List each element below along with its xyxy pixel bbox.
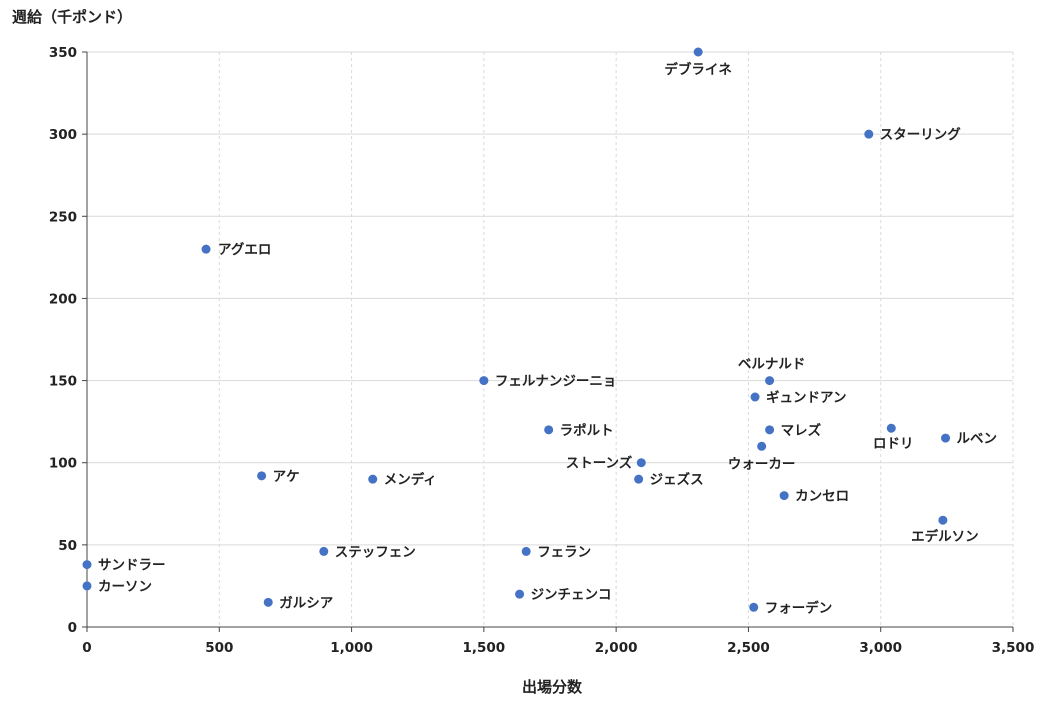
scatter-point xyxy=(757,441,767,451)
scatter-point xyxy=(319,546,329,556)
scatter-point xyxy=(479,376,489,386)
scatter-point xyxy=(634,474,644,484)
x-tick-label: 1,500 xyxy=(463,640,506,656)
y-tick-label: 250 xyxy=(49,209,77,225)
scatter-point xyxy=(521,546,531,556)
scatter-point xyxy=(941,433,951,443)
point-label: アケ xyxy=(273,469,300,485)
scatter-point xyxy=(263,597,273,607)
axes: 0 500 1,000 1,500 2,000 2,500 3,000 3,500 0 50 100… xyxy=(49,45,1035,656)
scatter-point xyxy=(749,602,759,612)
scatter-point xyxy=(201,244,211,254)
y-tick-label: 150 xyxy=(49,374,77,390)
point-label: ガルシア xyxy=(279,595,333,611)
y-axis-title: 週給（千ポンド） xyxy=(12,8,132,26)
point-label: ロドリ xyxy=(873,436,914,452)
scatter-point xyxy=(257,471,267,481)
point-label: ウォーカー xyxy=(728,456,796,472)
scatter-point xyxy=(544,425,554,435)
scatter-point xyxy=(765,425,775,435)
scatter-point xyxy=(938,515,948,525)
x-tick-label: 0 xyxy=(82,640,91,656)
scatter-point xyxy=(886,423,896,433)
point-label: メンディ xyxy=(384,471,437,488)
scatter-point xyxy=(82,581,92,591)
point-label: スターリング xyxy=(880,126,961,143)
scatter-point xyxy=(779,491,789,501)
scatter-point xyxy=(368,474,378,484)
scatter-point xyxy=(693,47,703,57)
scatter-point xyxy=(515,589,525,599)
gridlines xyxy=(87,51,1014,627)
point-label: フォーデン xyxy=(765,599,833,616)
scatter-point xyxy=(765,376,775,386)
y-tick-label: 0 xyxy=(68,620,77,636)
y-tick-label: 350 xyxy=(49,45,77,61)
x-tick-label: 3,000 xyxy=(859,640,902,656)
x-tick-label: 2,000 xyxy=(595,640,638,656)
point-label: アグエロ xyxy=(218,241,271,258)
point-label: ストーンズ xyxy=(566,455,633,472)
point-label: ルベン xyxy=(957,431,998,447)
point-label: フェラン xyxy=(537,544,591,560)
point-label: フェルナンジーニョ xyxy=(495,374,617,390)
scatter-point xyxy=(82,560,92,570)
point-label: カーソン xyxy=(98,579,152,595)
y-tick-label: 200 xyxy=(49,291,77,307)
y-tick-label: 100 xyxy=(49,456,77,472)
x-tick-label: 500 xyxy=(205,640,233,656)
point-label: ギュンドアン xyxy=(766,390,846,406)
scatter-point xyxy=(864,129,874,139)
point-label: ステッフェン xyxy=(335,544,416,560)
point-label: ジンチェンコ xyxy=(531,587,612,603)
point-label: カンセロ xyxy=(795,489,849,505)
x-tick-label: 3,500 xyxy=(992,640,1035,656)
x-tick-label: 2,500 xyxy=(727,640,770,656)
y-tick-label: 300 xyxy=(49,127,77,143)
scatter-point xyxy=(750,392,760,402)
x-axis-title: 出場分数 xyxy=(522,678,583,696)
point-label: マレズ xyxy=(781,422,822,439)
y-tick-label: 50 xyxy=(58,538,77,554)
point-label: ラポルト xyxy=(560,422,614,439)
scatter-point xyxy=(636,458,646,468)
point-label: ベルナルド xyxy=(738,357,806,373)
point-label: サンドラー xyxy=(98,558,166,574)
point-label: ジェズス xyxy=(650,471,704,488)
x-tick-label: 1,000 xyxy=(330,640,373,656)
point-label: エデルソン xyxy=(911,528,979,545)
point-label: デブライネ xyxy=(664,61,732,78)
data-points xyxy=(82,47,951,612)
